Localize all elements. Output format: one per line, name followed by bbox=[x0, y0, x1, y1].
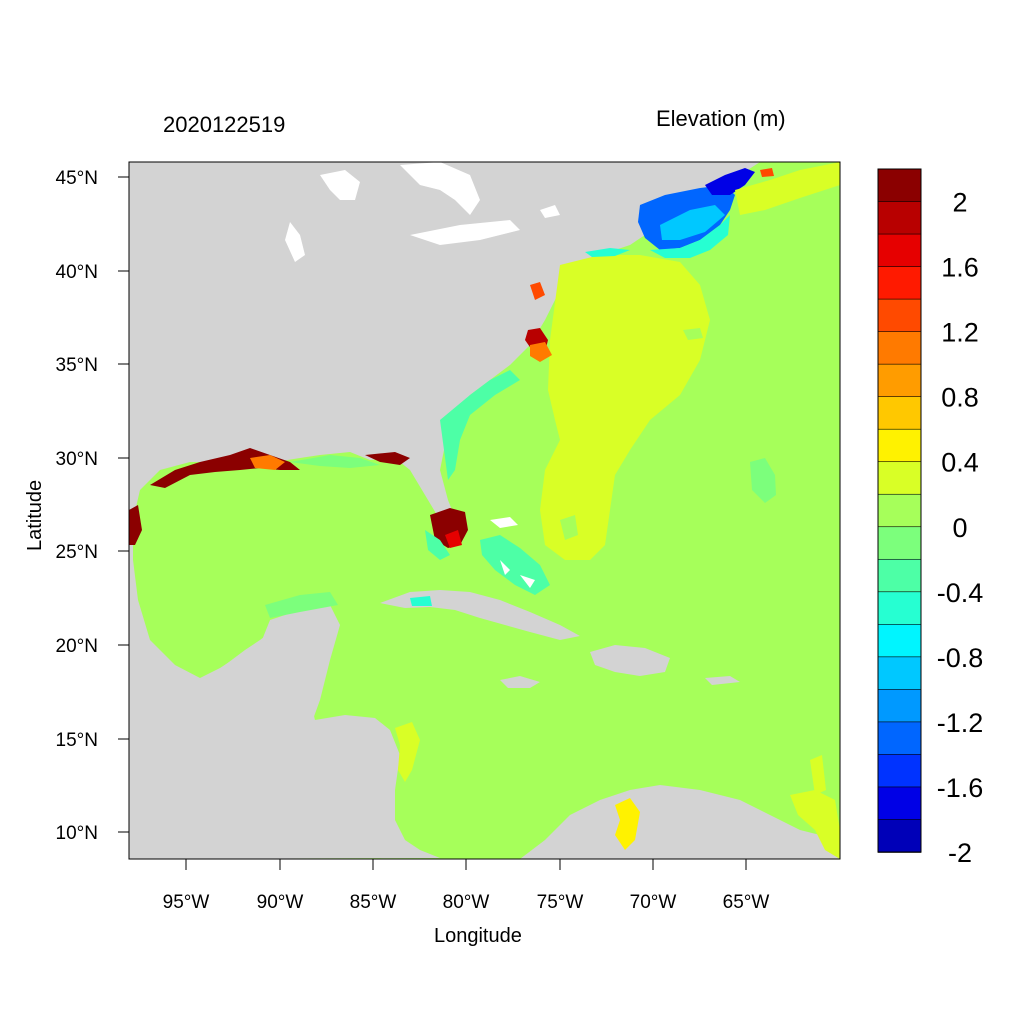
lesser-antilles-surge bbox=[810, 755, 826, 795]
colorbar-swatch bbox=[877, 363, 922, 398]
colorbar-label: 0 bbox=[952, 513, 967, 543]
great-lakes bbox=[285, 162, 560, 262]
colorbar-label: -1.2 bbox=[937, 708, 984, 738]
colorbar-swatch bbox=[877, 428, 922, 463]
colorbar-swatch bbox=[877, 786, 922, 821]
x-ticks: 95°W 90°W 85°W 80°W 75°W 70°W 65°W bbox=[163, 859, 770, 913]
colorbar-frame bbox=[877, 168, 922, 853]
colorbar-swatch bbox=[877, 721, 922, 756]
colorbar-label: -2 bbox=[948, 838, 972, 868]
puerto-rico-land bbox=[705, 676, 740, 685]
y-ticks: 45°N 40°N 35°N 30°N 25°N 20°N 15°N 10°N bbox=[56, 168, 129, 844]
colorbar-swatch bbox=[877, 689, 922, 723]
bahamas-islands bbox=[490, 517, 535, 588]
cape-breton-surge bbox=[760, 168, 774, 177]
map-frame bbox=[128, 161, 841, 860]
hispaniola-land bbox=[590, 645, 670, 676]
variable-title: Elevation (m) bbox=[656, 106, 786, 131]
southeast-coast-band bbox=[440, 370, 520, 480]
colorbar-swatch bbox=[877, 754, 922, 788]
x-tick-label: 85°W bbox=[350, 892, 397, 913]
y-tick-label: 35°N bbox=[56, 355, 98, 376]
x-tick-label: 65°W bbox=[723, 892, 770, 913]
colorbar-swatch bbox=[877, 233, 922, 268]
gulf-of-venezuela-surge bbox=[615, 798, 640, 850]
x-axis-label: Longitude bbox=[434, 925, 522, 947]
colorbar-swatch bbox=[877, 624, 922, 658]
texas-coast-surge bbox=[129, 505, 142, 545]
florida-bay-band bbox=[425, 530, 450, 560]
y-tick-label: 45°N bbox=[56, 168, 98, 189]
colorbar-swatch bbox=[877, 526, 922, 561]
colorbar-swatch bbox=[877, 201, 922, 235]
colorbar-label: -0.4 bbox=[937, 578, 984, 608]
bay-of-fundy-surge bbox=[705, 168, 755, 195]
nova-scotia-surge bbox=[735, 162, 840, 215]
colorbar-swatch bbox=[877, 396, 922, 430]
x-tick-label: 95°W bbox=[163, 892, 210, 913]
atlantic-eddy bbox=[750, 458, 776, 503]
big-bend-surge bbox=[365, 452, 410, 465]
x-tick-label: 80°W bbox=[443, 892, 490, 913]
timestamp-title: 2020122519 bbox=[163, 112, 286, 137]
colorbar-label: 0.8 bbox=[941, 383, 979, 413]
south-america-land bbox=[520, 785, 840, 859]
colorbar-swatch bbox=[877, 168, 922, 203]
colorbar-label: -1.6 bbox=[937, 773, 984, 803]
colorbar-label: 1.2 bbox=[941, 318, 979, 348]
gulf-of-maine-inner bbox=[660, 205, 725, 240]
gulf-coast-band bbox=[290, 455, 380, 468]
x-tick-label: 70°W bbox=[630, 892, 677, 913]
colorbar-label: -0.8 bbox=[937, 643, 984, 673]
x-tick-label: 90°W bbox=[257, 892, 304, 913]
colorbar: 2 1.6 1.2 0.8 0.4 0 -0.4 -0.8 -1.2 -1.6 -2 bbox=[877, 168, 984, 868]
louisiana-surge bbox=[250, 455, 285, 470]
colorbar-swatch bbox=[877, 461, 922, 496]
trinidad-surge bbox=[790, 790, 840, 859]
y-tick-label: 10°N bbox=[56, 823, 98, 844]
jamaica-land bbox=[500, 676, 540, 688]
atlantic-offshore-surge bbox=[540, 255, 710, 560]
gulf-of-maine-edge bbox=[650, 215, 730, 258]
atlantic-offshore-inner bbox=[560, 328, 703, 540]
colorbar-swatch bbox=[877, 819, 922, 853]
y-tick-label: 20°N bbox=[56, 636, 98, 657]
y-tick-label: 15°N bbox=[56, 730, 98, 751]
y-tick-label: 30°N bbox=[56, 449, 98, 470]
central-america-land bbox=[215, 605, 340, 730]
colorbar-swatch bbox=[877, 493, 922, 528]
colorbar-swatch bbox=[877, 558, 922, 593]
yucatan-band bbox=[265, 592, 338, 618]
x-tick-label: 75°W bbox=[537, 892, 584, 913]
y-tick-label: 25°N bbox=[56, 542, 98, 563]
colorbar-label: 1.6 bbox=[941, 253, 979, 283]
colorbar-swatch bbox=[877, 591, 922, 626]
nicaragua-surge bbox=[395, 722, 420, 782]
colorbar-swatch bbox=[877, 656, 922, 691]
pamlico-surge bbox=[530, 342, 552, 362]
long-island-band bbox=[585, 248, 630, 257]
cuba-shelf-band bbox=[410, 596, 432, 606]
colorbar-swatch bbox=[877, 298, 922, 333]
map-panel bbox=[129, 162, 840, 859]
colorbar-swatch bbox=[877, 331, 922, 365]
florida-keys-surge bbox=[445, 530, 462, 548]
colorbar-label: 0.4 bbox=[941, 448, 979, 478]
delmarva-surge bbox=[530, 282, 545, 300]
y-tick-label: 40°N bbox=[56, 262, 98, 283]
colorbar-label: 2 bbox=[952, 188, 967, 218]
colorbar-swatch bbox=[877, 266, 922, 300]
